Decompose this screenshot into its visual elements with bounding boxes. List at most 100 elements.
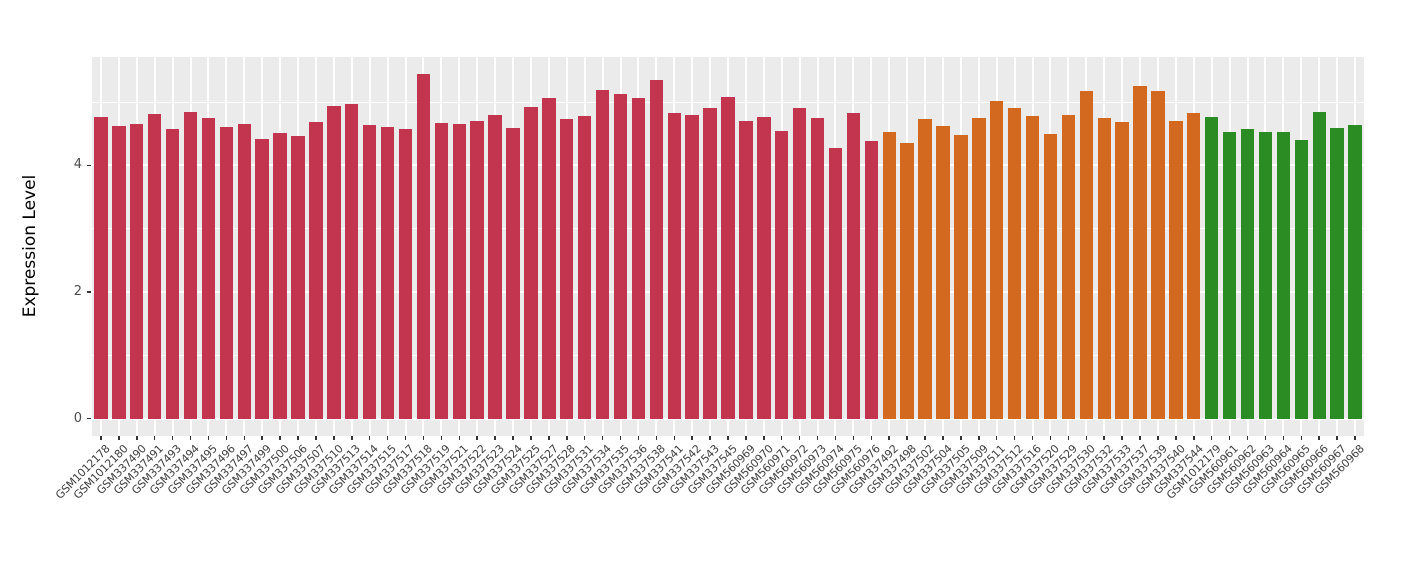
x-tick-mark bbox=[816, 436, 819, 440]
x-tick-mark bbox=[1318, 436, 1320, 440]
x-tick-mark bbox=[548, 436, 550, 440]
bar bbox=[345, 103, 359, 419]
bar bbox=[757, 116, 771, 419]
bar bbox=[775, 131, 789, 419]
y-tick-mark bbox=[87, 417, 91, 420]
bar bbox=[1151, 91, 1165, 419]
bar bbox=[416, 74, 431, 419]
x-tick-mark bbox=[601, 436, 604, 440]
x-tick-mark bbox=[960, 436, 962, 440]
x-tick-mark bbox=[995, 436, 998, 440]
x-tick-mark bbox=[1264, 436, 1267, 440]
bar bbox=[1330, 127, 1344, 419]
bar bbox=[542, 97, 556, 419]
x-tick-mark bbox=[1354, 436, 1356, 440]
x-tick-mark bbox=[171, 436, 174, 440]
x-tick-mark bbox=[566, 436, 568, 440]
bar bbox=[703, 107, 717, 419]
x-tick-mark bbox=[494, 436, 496, 440]
bar bbox=[273, 133, 287, 419]
x-tick-mark bbox=[297, 436, 299, 440]
y-tick-label: 2 bbox=[73, 283, 82, 299]
bar bbox=[846, 112, 861, 419]
bar bbox=[792, 108, 807, 419]
bar bbox=[380, 127, 395, 419]
bar bbox=[112, 126, 126, 419]
bar bbox=[1258, 132, 1273, 419]
bar bbox=[488, 114, 502, 419]
x-tick-mark bbox=[619, 436, 622, 440]
y-tick-label: 4 bbox=[73, 157, 82, 173]
bar bbox=[667, 113, 681, 419]
bar bbox=[1276, 132, 1291, 419]
x-tick-mark bbox=[942, 436, 944, 440]
x-tick-mark bbox=[1013, 436, 1016, 440]
bar bbox=[165, 128, 180, 419]
x-tick-mark bbox=[1085, 436, 1088, 440]
bar bbox=[972, 117, 986, 419]
x-tick-mark bbox=[852, 436, 855, 440]
bar bbox=[524, 107, 538, 419]
x-tick-mark bbox=[100, 436, 102, 440]
x-tick-mark bbox=[1031, 436, 1034, 440]
bar bbox=[1097, 117, 1111, 419]
bar bbox=[649, 80, 664, 419]
bar bbox=[506, 127, 520, 419]
x-tick-mark bbox=[1210, 436, 1213, 440]
x-tick-mark bbox=[763, 436, 765, 440]
bar bbox=[183, 112, 198, 419]
bar bbox=[1205, 116, 1219, 419]
bar bbox=[1240, 129, 1255, 419]
bar bbox=[560, 119, 574, 419]
bar bbox=[130, 124, 144, 419]
x-tick-mark bbox=[1157, 436, 1159, 440]
bars-layer bbox=[92, 57, 1364, 436]
x-tick-mark bbox=[1193, 436, 1195, 440]
bar bbox=[255, 138, 269, 419]
x-tick-mark bbox=[1049, 436, 1052, 440]
x-tick-mark bbox=[978, 436, 980, 440]
x-tick-mark bbox=[1175, 436, 1177, 440]
x-tick-mark bbox=[225, 436, 228, 440]
y-tick-mark bbox=[87, 291, 91, 293]
x-tick-mark bbox=[530, 436, 532, 440]
x-tick-mark bbox=[207, 436, 210, 440]
x-tick-mark bbox=[368, 436, 371, 440]
bar bbox=[1079, 91, 1093, 419]
x-tick-mark bbox=[1121, 436, 1123, 440]
x-tick-mark bbox=[924, 436, 926, 440]
x-tick-mark bbox=[386, 436, 389, 440]
x-tick-mark bbox=[798, 436, 801, 440]
bar bbox=[291, 135, 305, 419]
bar bbox=[954, 134, 968, 419]
bar bbox=[94, 116, 108, 419]
x-tick-mark bbox=[691, 436, 693, 440]
bar bbox=[1294, 139, 1308, 419]
bar bbox=[148, 114, 162, 419]
bar bbox=[362, 124, 377, 419]
x-tick-mark bbox=[727, 436, 729, 440]
bar bbox=[1187, 112, 1201, 419]
x-tick-mark bbox=[906, 436, 908, 440]
bar bbox=[577, 115, 592, 419]
x-tick-mark bbox=[351, 436, 353, 440]
x-tick-mark bbox=[1336, 436, 1338, 440]
x-tick-mark bbox=[118, 436, 120, 440]
x-tick-mark bbox=[673, 436, 675, 440]
x-tick-mark bbox=[440, 436, 443, 440]
bar bbox=[237, 123, 251, 419]
x-tick-mark bbox=[870, 436, 873, 440]
bar bbox=[918, 119, 932, 419]
bar bbox=[452, 124, 466, 419]
bar bbox=[1348, 125, 1362, 419]
x-tick-mark bbox=[637, 436, 640, 440]
x-tick-mark bbox=[1228, 436, 1231, 440]
plot-panel bbox=[92, 57, 1364, 436]
x-tick-mark bbox=[1103, 436, 1105, 440]
bar bbox=[1025, 115, 1040, 419]
x-tick-mark bbox=[1246, 436, 1249, 440]
bar bbox=[201, 118, 216, 419]
bar bbox=[685, 114, 699, 419]
bar bbox=[1222, 132, 1237, 419]
bar bbox=[936, 126, 950, 419]
